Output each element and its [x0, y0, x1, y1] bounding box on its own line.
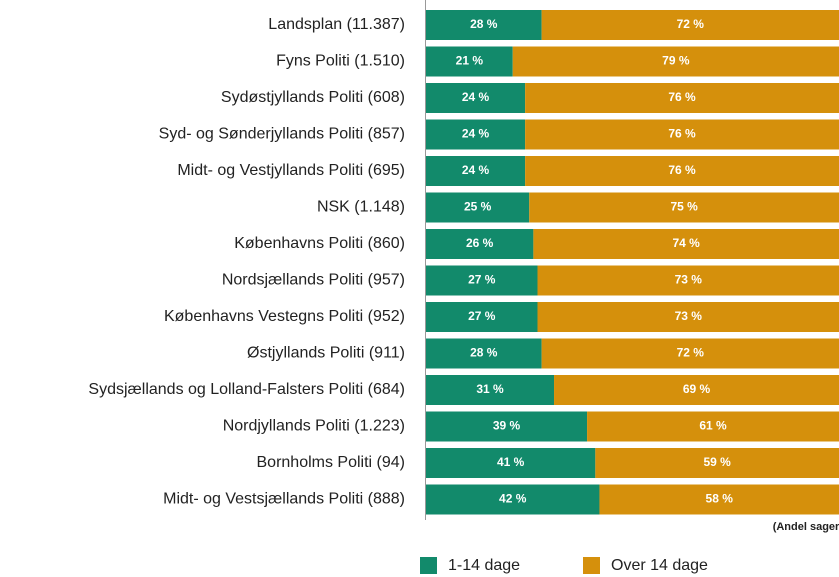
bar-segment — [525, 119, 839, 150]
bar-segment — [595, 448, 839, 478]
value-label: 73 % — [675, 309, 703, 323]
bar-segment — [537, 302, 839, 332]
bar-segment — [426, 229, 534, 259]
bar-segment — [426, 83, 526, 113]
bar-segment — [599, 484, 839, 515]
value-label: 39 % — [493, 419, 521, 433]
bar-segment — [541, 338, 839, 369]
value-label: 25 % — [464, 200, 492, 214]
value-label: 26 % — [466, 236, 494, 250]
bar-segment — [541, 10, 839, 40]
value-label: 24 % — [462, 163, 490, 177]
value-label: 21 % — [456, 54, 484, 68]
category-label: Bornholms Politi (94) — [257, 454, 406, 471]
legend-label: Over 14 dage — [611, 557, 708, 574]
value-label: 24 % — [462, 90, 490, 104]
category-label: Landsplan (11.387) — [268, 16, 405, 33]
category-label: Nordsjællands Politi (957) — [222, 272, 405, 289]
value-label: 58 % — [706, 492, 734, 506]
value-label: 75 % — [670, 200, 698, 214]
bar-segment — [426, 411, 588, 442]
value-label: 61 % — [699, 419, 727, 433]
category-label: Midt- og Vestsjællands Politi (888) — [163, 491, 405, 508]
bar-segment — [426, 10, 542, 40]
bar-segment — [426, 448, 596, 478]
category-label: Østjyllands Politi (911) — [247, 345, 405, 362]
value-label: 72 % — [677, 346, 705, 360]
bar-segment — [426, 46, 513, 77]
legend-swatch — [420, 557, 437, 574]
bar-segment — [426, 156, 526, 186]
bar-segment — [426, 265, 538, 296]
value-label: 76 % — [668, 163, 696, 177]
value-label: 41 % — [497, 455, 525, 469]
bar-segment — [426, 119, 526, 150]
value-label: 69 % — [683, 382, 711, 396]
bar-segment — [525, 83, 839, 113]
value-label: 27 % — [468, 273, 496, 287]
bar-segment — [426, 484, 600, 515]
bar-segment — [533, 229, 839, 259]
category-label: Syd- og Sønderjyllands Politi (857) — [159, 126, 405, 143]
bar-segment — [426, 302, 538, 332]
value-label: 76 % — [668, 127, 696, 141]
category-label: Sydøstjyllands Politi (608) — [221, 89, 405, 106]
value-label: 76 % — [668, 90, 696, 104]
value-label: 42 % — [499, 492, 527, 506]
value-label: 24 % — [462, 127, 490, 141]
legend-label: 1-14 dage — [448, 557, 520, 574]
bar-segment — [525, 156, 839, 186]
category-label: Københavns Politi (860) — [234, 235, 405, 252]
value-label: 28 % — [470, 17, 498, 31]
value-label: 27 % — [468, 309, 496, 323]
value-label: 74 % — [673, 236, 701, 250]
value-label: 72 % — [677, 17, 705, 31]
category-label: NSK (1.148) — [317, 199, 405, 216]
bar-segment — [529, 192, 839, 223]
value-label: 31 % — [476, 382, 504, 396]
category-label: Nordjyllands Politi (1.223) — [223, 418, 405, 435]
category-label: Midt- og Vestjyllands Politi (695) — [177, 162, 405, 179]
annotation: (Andel sager) — [773, 521, 839, 533]
bar-segment — [554, 375, 839, 405]
bar-segment — [426, 338, 542, 369]
category-label: Fyns Politi (1.510) — [276, 53, 405, 70]
legend-swatch — [583, 557, 600, 574]
value-label: 28 % — [470, 346, 498, 360]
category-label: Sydsjællands og Lolland-Falsters Politi … — [88, 381, 405, 398]
bar-segment — [512, 46, 839, 77]
value-label: 59 % — [703, 455, 731, 469]
value-label: 79 % — [662, 54, 690, 68]
category-label: Københavns Vestegns Politi (952) — [164, 308, 405, 325]
value-label: 73 % — [675, 273, 703, 287]
bar-segment — [587, 411, 839, 442]
bar-segment — [426, 192, 530, 223]
bar-segment — [537, 265, 839, 296]
bar-segment — [426, 375, 555, 405]
